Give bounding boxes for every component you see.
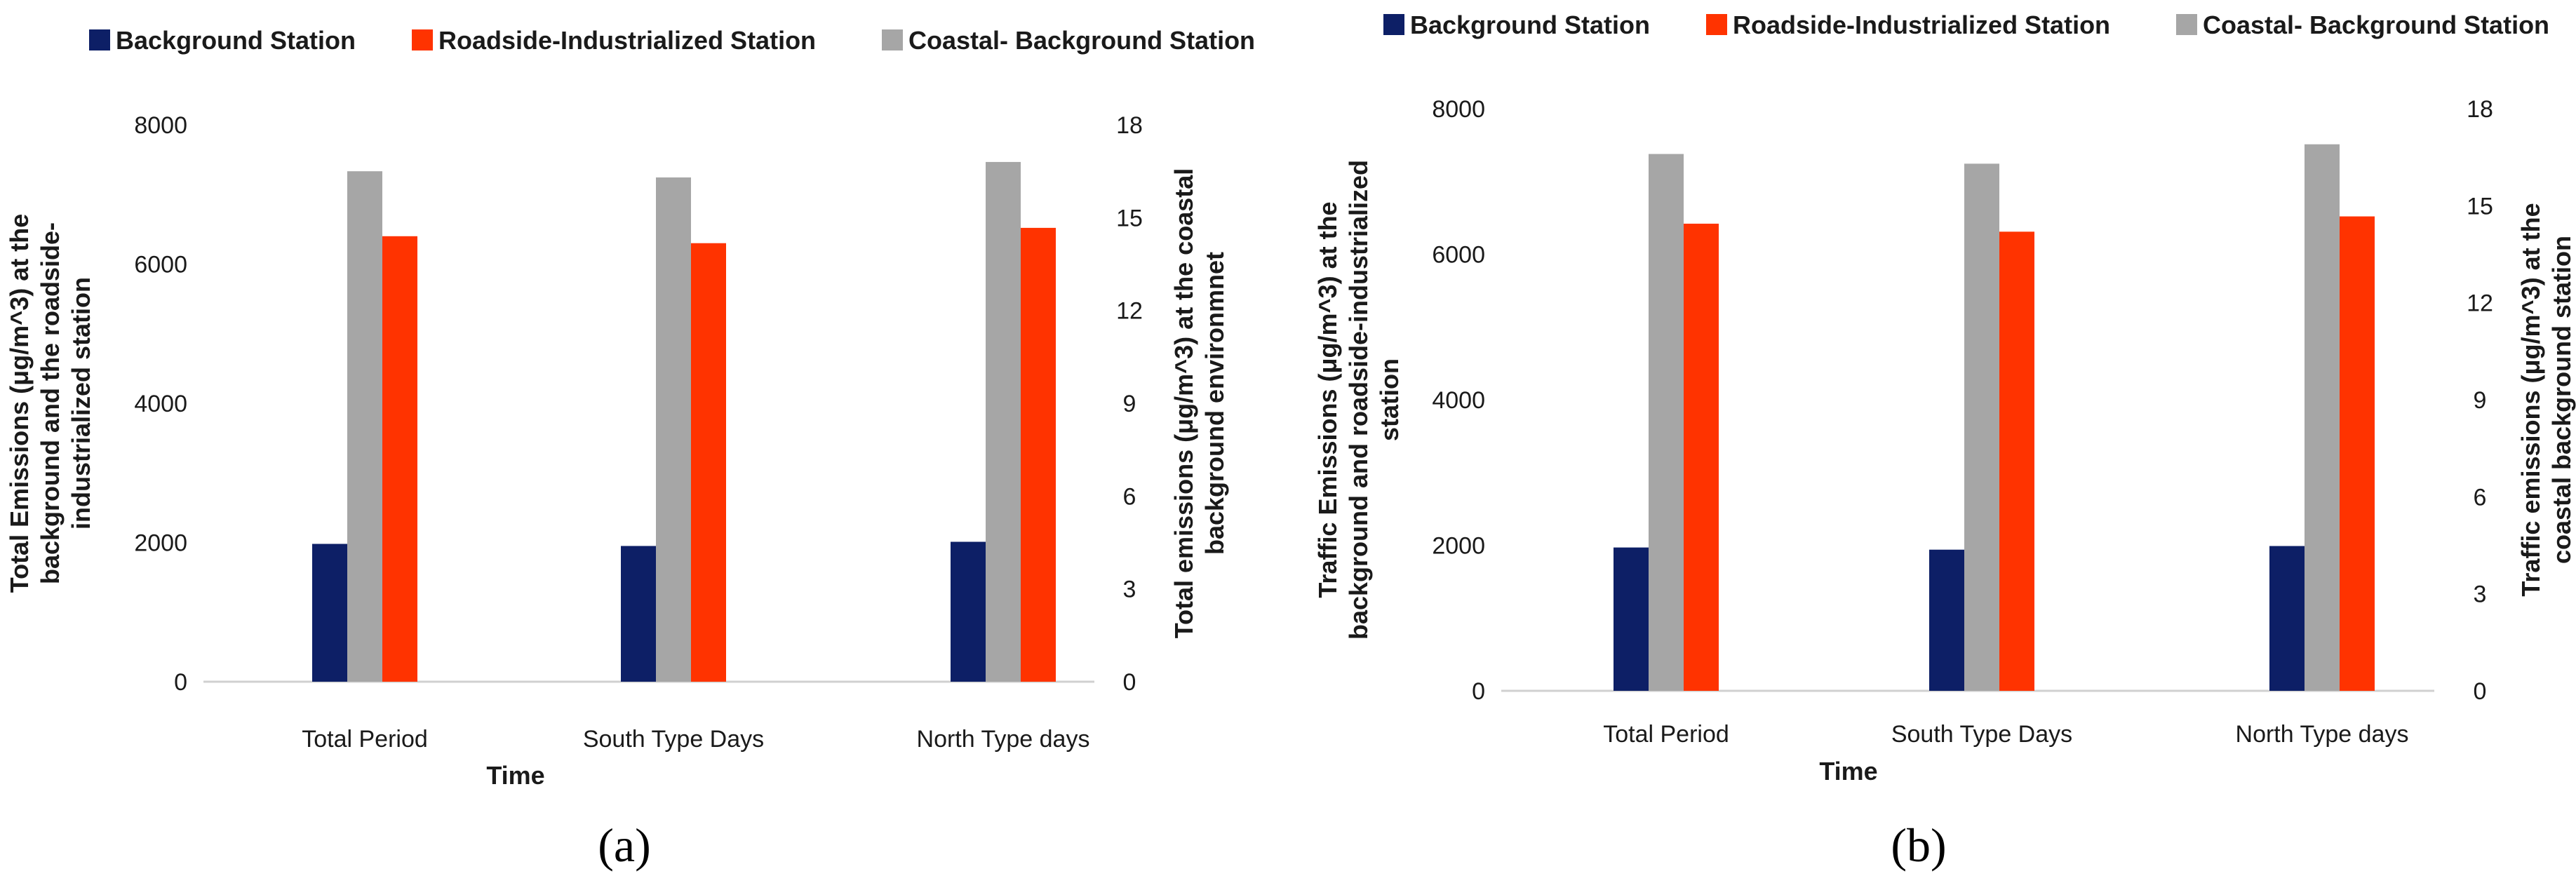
chart-panel-a: Background Station Roadside-Industrialize… xyxy=(5,26,1255,872)
y-left-tick-label: 0 xyxy=(174,669,187,696)
x-category-label: North Type days xyxy=(2236,721,2409,748)
y-right-tick-label: 9 xyxy=(1123,391,1136,417)
y-left-tick-label: 2000 xyxy=(134,530,187,557)
y-right-axis-title-line: Total emissions (μg/m^3) at the coastal xyxy=(1169,168,1198,639)
x-category-label: South Type Days xyxy=(1891,721,2072,748)
chart-panel-b: Background Station Roadside-Industrialize… xyxy=(1313,11,2576,872)
y-right-axis-title-line: coastal background station xyxy=(2547,236,2576,564)
y-right-tick-label: 18 xyxy=(2467,96,2493,123)
y-right-tick-label: 12 xyxy=(1116,298,1143,325)
y-left-tick-label: 2000 xyxy=(1432,533,1485,560)
bar-coastal-background-station-1 xyxy=(1964,163,1999,691)
y-right-tick-label: 6 xyxy=(2474,484,2487,511)
bar-roadside-industrialized-station-1 xyxy=(1999,231,2034,691)
x-category-label: Total Period xyxy=(302,726,428,753)
y-left-tick-label: 4000 xyxy=(134,391,187,417)
y-right-tick-label: 18 xyxy=(1116,112,1143,139)
legend-swatch xyxy=(89,29,110,50)
bar-roadside-industrialized-station-2 xyxy=(2340,216,2375,691)
y-left-axis-title-line: background and roadside-industrialized xyxy=(1344,160,1373,640)
y-right-axis-title-line: Traffic emissions (μg/m^3) at the xyxy=(2516,203,2545,596)
y-left-tick-label: 6000 xyxy=(134,252,187,278)
y-left-tick-label: 4000 xyxy=(1432,387,1485,414)
y-right-tick-label: 0 xyxy=(1123,669,1136,696)
y-left-tick-label: 8000 xyxy=(134,112,187,139)
x-category-label: North Type days xyxy=(917,726,1090,753)
bar-background-station-2 xyxy=(951,541,986,682)
legend-label: Roadside-Industrialized Station xyxy=(1733,11,2110,39)
legend-label: Roadside-Industrialized Station xyxy=(438,26,816,55)
y-right-axis-title-line: background environmnet xyxy=(1200,252,1229,555)
legend-swatch xyxy=(1706,14,1727,35)
y-left-axis-title-line: Traffic Emissions (μg/m^3) at the xyxy=(1313,201,1342,598)
bar-coastal-background-station-0 xyxy=(347,171,382,682)
x-axis-title: Time xyxy=(1819,757,1877,786)
legend-label: Coastal- Background Station xyxy=(2203,11,2549,39)
y-left-axis-title-line: background and the roadside- xyxy=(36,222,65,584)
legend-label: Background Station xyxy=(1410,11,1650,39)
x-category-label: South Type Days xyxy=(583,726,764,753)
x-category-label: Total Period xyxy=(1603,721,1729,748)
y-left-axis-title-line: industrialized station xyxy=(67,277,95,530)
y-right-tick-label: 15 xyxy=(1116,205,1143,231)
legend-label: Coastal- Background Station xyxy=(908,26,1255,55)
y-right-tick-label: 3 xyxy=(2474,581,2487,608)
panel-caption: (b) xyxy=(1891,818,1946,872)
y-right-tick-label: 0 xyxy=(2474,678,2487,705)
legend-swatch xyxy=(412,29,433,50)
y-right-tick-label: 12 xyxy=(2467,290,2493,317)
y-left-tick-label: 8000 xyxy=(1432,96,1485,123)
panel-caption: (a) xyxy=(598,818,650,872)
bar-background-station-2 xyxy=(2269,546,2305,691)
bar-coastal-background-station-2 xyxy=(986,161,1021,682)
legend-swatch xyxy=(1383,14,1404,35)
bar-roadside-industrialized-station-1 xyxy=(691,243,726,682)
bar-coastal-background-station-0 xyxy=(1649,154,1684,692)
y-left-axis-title-line: Total Emissions (μg/m^3) at the xyxy=(5,214,34,593)
bar-coastal-background-station-2 xyxy=(2305,144,2340,691)
y-left-axis-title-line: station xyxy=(1375,358,1404,441)
bar-roadside-industrialized-station-2 xyxy=(1021,227,1056,682)
legend: Background Station Roadside-Industrialize… xyxy=(1383,11,2549,39)
legend-swatch xyxy=(882,29,903,50)
y-left-tick-label: 6000 xyxy=(1432,242,1485,269)
legend: Background Station Roadside-Industrialize… xyxy=(89,26,1255,55)
bar-coastal-background-station-1 xyxy=(656,177,691,682)
x-axis-title: Time xyxy=(486,761,544,790)
y-right-tick-label: 9 xyxy=(2474,387,2487,414)
legend-label: Background Station xyxy=(116,26,356,55)
y-right-tick-label: 6 xyxy=(1123,483,1136,510)
y-right-tick-label: 15 xyxy=(2467,193,2493,220)
bar-background-station-0 xyxy=(312,544,347,682)
y-left-tick-label: 0 xyxy=(1472,678,1485,705)
y-right-tick-label: 3 xyxy=(1123,577,1136,603)
bar-background-station-0 xyxy=(1614,547,1649,691)
bar-roadside-industrialized-station-0 xyxy=(382,236,417,682)
bar-background-station-1 xyxy=(621,546,656,682)
bar-roadside-industrialized-station-0 xyxy=(1684,223,1719,691)
bar-background-station-1 xyxy=(1929,549,1964,691)
legend-swatch xyxy=(2176,14,2197,35)
